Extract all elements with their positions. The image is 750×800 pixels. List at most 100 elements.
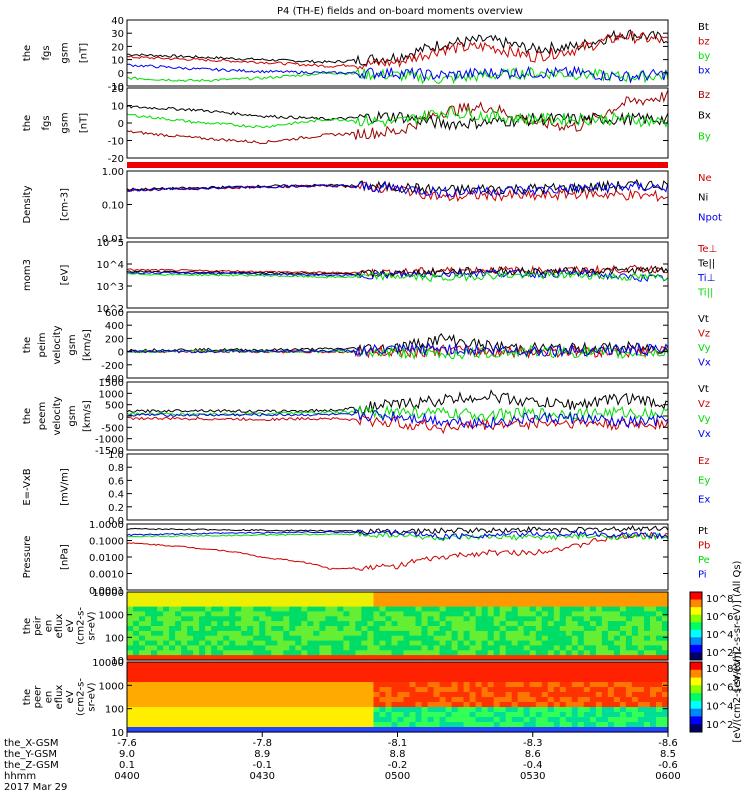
spectrogram-cell	[205, 702, 212, 708]
spectrogram-cell	[505, 592, 513, 598]
spectrogram-cell	[511, 692, 519, 698]
spectrogram-cell	[391, 616, 399, 622]
spectrogram-cell	[259, 672, 266, 678]
spectrogram-cell	[379, 662, 387, 668]
spectrogram-cell	[145, 630, 152, 637]
spectrogram-cell	[361, 626, 368, 632]
colorbar-tick-label: 10^8	[706, 594, 733, 605]
spectrogram-cell	[277, 722, 284, 728]
spectrogram-cell	[343, 630, 350, 637]
spectrogram-cell	[139, 722, 146, 728]
spectrogram-cell	[415, 635, 423, 642]
spectrogram-cell	[301, 717, 308, 723]
spectrogram-cell	[487, 630, 495, 637]
spectrogram-cell	[385, 655, 393, 661]
spectrogram-cell	[445, 662, 453, 668]
spectrogram-cell	[307, 645, 314, 651]
footer-value: 0.1	[119, 760, 135, 771]
spectrogram-cell	[469, 601, 477, 608]
legend-entry: Ti||	[697, 288, 713, 299]
spectrogram-cell	[169, 616, 176, 622]
spectrogram-cell	[475, 677, 483, 683]
spectrogram-cell	[415, 702, 423, 708]
legend-entry: Pi	[698, 570, 707, 581]
spectrogram-cell	[644, 645, 651, 651]
y-tick-label: 10000	[92, 658, 124, 669]
spectrogram-cell	[355, 702, 362, 708]
spectrogram-cell	[259, 697, 266, 703]
spectrogram-cell	[253, 596, 260, 603]
y-tick-label: 20	[111, 84, 124, 95]
spectrogram-cell	[457, 717, 465, 723]
colorbar-tick-label: 10^6	[706, 612, 733, 623]
spectrogram-cell	[637, 712, 645, 718]
spectrogram-cell	[355, 626, 362, 632]
spectrogram-cell	[481, 722, 489, 728]
spectrogram-cell	[595, 640, 603, 647]
spectrogram-cell	[463, 662, 471, 668]
spectrogram-cell	[391, 601, 399, 608]
spectrogram-cell	[193, 621, 200, 627]
spectrogram-cell	[457, 655, 465, 661]
spectrogram-cell	[313, 626, 320, 632]
spectrogram-cell	[457, 722, 465, 728]
spectrogram-cell	[505, 611, 513, 617]
spectrogram-cell	[499, 650, 507, 656]
y-tick-label: -1500	[95, 446, 124, 457]
spectrogram-cell	[151, 635, 158, 642]
spectrogram-cell	[349, 626, 356, 632]
spectrogram-cell	[283, 601, 290, 608]
spectrogram-cell	[277, 655, 284, 661]
spectrogram-cell	[583, 682, 591, 688]
spectrogram-cell	[163, 592, 170, 598]
spectrogram-cell	[644, 662, 651, 668]
spectrogram-cell	[487, 621, 495, 627]
spectrogram-cell	[217, 621, 224, 627]
spectrogram-cell	[133, 611, 140, 617]
spectrogram-cell	[253, 707, 260, 713]
spectrogram-cell	[439, 611, 447, 617]
spectrogram-cell	[337, 611, 344, 617]
spectrogram-cell	[139, 667, 146, 673]
y-axis-label: [km/s]	[82, 400, 93, 432]
spectrogram-cell	[583, 702, 591, 708]
y-tick-label: -10	[108, 82, 124, 93]
spectrogram-cell	[343, 722, 350, 728]
spectrogram-cell	[445, 645, 453, 651]
spectrogram-cell	[637, 601, 645, 608]
spectrogram-cell	[650, 717, 657, 723]
spectrogram-cell	[193, 606, 200, 613]
spectrogram-cell	[529, 682, 537, 688]
spectrogram-cell	[662, 645, 669, 651]
spectrogram-cell	[511, 682, 519, 688]
spectrogram-cell	[559, 672, 567, 678]
spectrogram-cell	[535, 667, 543, 673]
spectrogram-cell	[517, 611, 525, 617]
spectrogram-cell	[487, 616, 495, 622]
spectrogram-cell	[319, 630, 326, 637]
spectrogram-cell	[541, 662, 549, 668]
spectrogram-cell	[319, 596, 326, 603]
spectrogram-cell	[277, 702, 284, 708]
spectrogram-cell	[553, 630, 561, 637]
spectrogram-cell	[469, 630, 477, 637]
spectrogram-cell	[637, 606, 645, 613]
spectrogram-cell	[229, 677, 236, 683]
spectrogram-cell	[139, 692, 146, 698]
spectrogram-cell	[644, 630, 651, 637]
spectrogram-cell	[235, 717, 242, 723]
spectrogram-cell	[481, 645, 489, 651]
spectrogram-cell	[421, 606, 429, 613]
spectrogram-cell	[487, 601, 495, 608]
spectrogram-cell	[481, 697, 489, 703]
spectrogram-cell	[313, 682, 320, 688]
spectrogram-cell	[235, 677, 242, 683]
spectrogram-cell	[463, 677, 471, 683]
spectrogram-cell	[625, 630, 633, 637]
spectrogram-cell	[181, 687, 188, 693]
spectrogram-cell	[331, 626, 338, 632]
spectrogram-cell	[403, 596, 411, 603]
spectrogram-cell	[133, 672, 140, 678]
spectrogram-cell	[427, 655, 435, 661]
spectrogram-cell	[619, 611, 627, 617]
